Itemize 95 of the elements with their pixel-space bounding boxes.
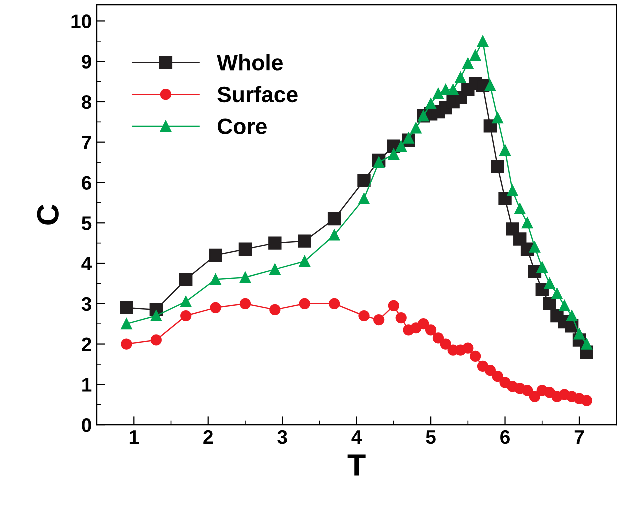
y-tick-label: 1 (82, 378, 92, 392)
point (498, 192, 512, 206)
point (566, 310, 578, 322)
point (514, 203, 526, 215)
point (121, 338, 132, 350)
point (506, 222, 520, 236)
point (388, 148, 400, 160)
point (529, 391, 541, 402)
point (432, 332, 444, 344)
point (403, 132, 414, 144)
point (484, 120, 498, 133)
point (209, 248, 222, 262)
point (396, 312, 407, 324)
point (268, 236, 282, 250)
x-tick-label: 5 (426, 430, 436, 444)
x-tick-label: 2 (204, 430, 213, 444)
point (396, 140, 407, 152)
point (418, 318, 430, 330)
point (120, 301, 134, 315)
point (150, 334, 162, 346)
point (559, 300, 570, 312)
point (491, 160, 504, 174)
point (455, 72, 466, 84)
point (552, 288, 563, 300)
point (522, 385, 534, 396)
point (358, 174, 371, 188)
x-axis-title: T (348, 454, 366, 476)
point (388, 300, 400, 312)
point (500, 144, 511, 156)
point (462, 342, 474, 354)
point (484, 80, 496, 92)
point (240, 298, 252, 310)
point (358, 310, 370, 322)
point (180, 296, 192, 308)
point (574, 328, 586, 340)
y-tick-label: 4 (82, 257, 92, 271)
point (410, 122, 422, 134)
point (180, 310, 192, 322)
point (462, 58, 474, 70)
point (448, 84, 459, 96)
x-tick-label: 1 (130, 430, 140, 444)
point (180, 273, 193, 286)
point (425, 324, 437, 336)
point (150, 310, 162, 322)
point (522, 218, 534, 229)
y-axis-title: C (37, 204, 59, 225)
point (328, 298, 340, 310)
point (581, 395, 592, 406)
point (470, 350, 482, 362)
point (328, 230, 340, 241)
y-tick-label: 9 (82, 55, 92, 69)
y-tick-label: 0 (82, 418, 92, 432)
y-tick-label: 5 (82, 216, 92, 230)
point (581, 338, 592, 350)
y-tick-label: 7 (82, 136, 92, 150)
point (270, 304, 281, 316)
x-tick-label: 3 (278, 430, 288, 444)
legend-label: Whole (217, 54, 283, 71)
y-tick-label: 8 (82, 95, 92, 110)
legend-label: Surface (218, 86, 298, 103)
point (514, 232, 527, 246)
y-tick-label: 6 (82, 176, 92, 190)
point (536, 262, 548, 274)
point (299, 298, 310, 310)
x-tick-label: 4 (352, 430, 362, 444)
point (492, 112, 504, 124)
y-tick-label: 2 (82, 338, 92, 352)
x-tick-label: 7 (574, 430, 584, 444)
point (477, 36, 489, 47)
point (374, 314, 385, 326)
point (121, 318, 132, 330)
point (425, 98, 437, 110)
point (210, 302, 222, 314)
point (299, 256, 310, 268)
legend-label: Core (218, 118, 267, 134)
point (270, 264, 281, 276)
point (328, 212, 342, 226)
y-tick-label: 10 (72, 14, 92, 28)
point (374, 156, 385, 168)
point (298, 234, 312, 248)
x-tick-label: 6 (500, 430, 510, 444)
y-tick-label: 3 (82, 297, 92, 312)
point (240, 272, 252, 284)
point (507, 185, 518, 196)
point (484, 364, 496, 376)
point (470, 50, 482, 62)
point (238, 242, 252, 256)
point (492, 371, 504, 382)
point (543, 297, 556, 310)
point (432, 88, 444, 100)
point (440, 338, 452, 350)
point (529, 242, 541, 253)
point (544, 278, 556, 290)
point (358, 193, 370, 204)
point (210, 274, 222, 286)
